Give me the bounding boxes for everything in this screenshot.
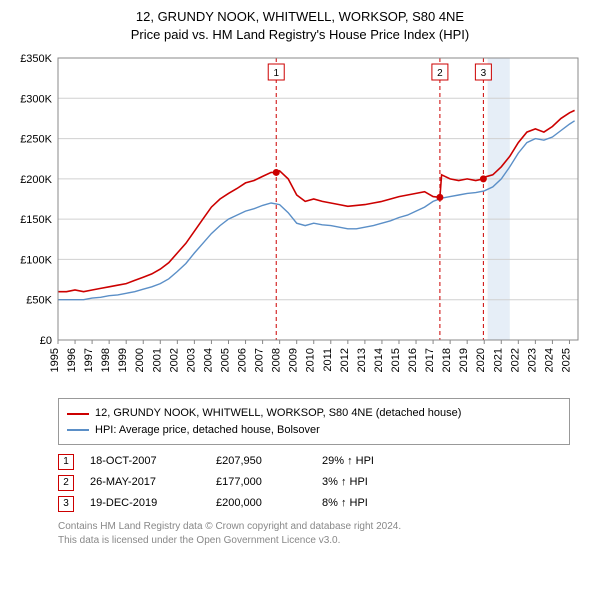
sale-date: 19-DEC-2019 (90, 493, 200, 514)
svg-text:3: 3 (481, 68, 487, 79)
svg-text:2006: 2006 (237, 348, 249, 372)
sale-date: 26-MAY-2017 (90, 472, 200, 493)
sale-number-badge: 1 (58, 454, 74, 470)
svg-text:£150K: £150K (20, 215, 52, 227)
svg-text:2003: 2003 (185, 348, 197, 372)
svg-text:2001: 2001 (151, 348, 163, 372)
svg-text:£300K: £300K (20, 94, 52, 106)
svg-text:2015: 2015 (390, 348, 402, 372)
title-line-1: 12, GRUNDY NOOK, WHITWELL, WORKSOP, S80 … (10, 8, 590, 26)
sale-row: 3 19-DEC-2019 £200,000 8% ↑ HPI (58, 493, 570, 514)
svg-text:2017: 2017 (424, 348, 436, 372)
svg-text:£250K: £250K (20, 134, 52, 146)
svg-text:2024: 2024 (543, 348, 555, 372)
svg-text:£50K: £50K (26, 295, 52, 307)
legend-label: HPI: Average price, detached house, Bols… (95, 422, 320, 439)
svg-text:2016: 2016 (407, 348, 419, 372)
svg-text:2008: 2008 (271, 348, 283, 372)
sale-price: £207,950 (216, 451, 306, 472)
svg-text:£0: £0 (40, 335, 52, 347)
svg-text:2: 2 (437, 68, 443, 79)
sale-price: £177,000 (216, 472, 306, 493)
svg-text:2000: 2000 (134, 348, 146, 372)
svg-text:2019: 2019 (458, 348, 470, 372)
chart-svg: £0 £50K £100K £150K £200K £250K £300K £350K 1995… (10, 50, 590, 390)
footer: Contains HM Land Registry data © Crown c… (58, 520, 570, 548)
svg-text:2023: 2023 (526, 348, 538, 372)
svg-text:2018: 2018 (441, 348, 453, 372)
svg-text:£350K: £350K (20, 53, 52, 65)
sale-date: 18-OCT-2007 (90, 451, 200, 472)
svg-text:2025: 2025 (560, 348, 572, 372)
svg-text:2012: 2012 (339, 348, 351, 372)
footer-line-2: This data is licensed under the Open Gov… (58, 534, 570, 548)
chart-container: 12, GRUNDY NOOK, WHITWELL, WORKSOP, S80 … (0, 0, 600, 558)
plot-area: £0 £50K £100K £150K £200K £250K £300K £350K 1995… (10, 50, 590, 390)
svg-text:2021: 2021 (492, 348, 504, 372)
sale-diff: 8% ↑ HPI (322, 493, 432, 514)
svg-text:2009: 2009 (288, 348, 300, 372)
legend-swatch (67, 429, 89, 431)
svg-text:2007: 2007 (254, 348, 266, 372)
svg-text:1997: 1997 (83, 348, 95, 372)
svg-text:1999: 1999 (117, 348, 129, 372)
svg-text:2004: 2004 (202, 348, 214, 372)
legend: 12, GRUNDY NOOK, WHITWELL, WORKSOP, S80 … (58, 398, 570, 445)
footer-line-1: Contains HM Land Registry data © Crown c… (58, 520, 570, 534)
svg-text:2013: 2013 (356, 348, 368, 372)
svg-text:2020: 2020 (475, 348, 487, 372)
legend-swatch (67, 413, 89, 415)
sale-number-badge: 3 (58, 496, 74, 512)
svg-text:2002: 2002 (168, 348, 180, 372)
sale-price: £200,000 (216, 493, 306, 514)
svg-text:2014: 2014 (373, 348, 385, 372)
svg-text:1998: 1998 (100, 348, 112, 372)
sale-diff: 3% ↑ HPI (322, 472, 432, 493)
svg-text:2005: 2005 (219, 348, 231, 372)
title-line-2: Price paid vs. HM Land Registry's House … (10, 26, 590, 44)
sale-diff: 29% ↑ HPI (322, 451, 432, 472)
sales-table: 1 18-OCT-2007 £207,950 29% ↑ HPI 2 26-MAY-201… (58, 451, 570, 514)
sale-number-badge: 2 (58, 475, 74, 491)
legend-item: 12, GRUNDY NOOK, WHITWELL, WORKSOP, S80 … (67, 405, 561, 422)
svg-text:£100K: £100K (20, 255, 52, 267)
legend-item: HPI: Average price, detached house, Bols… (67, 422, 561, 439)
legend-label: 12, GRUNDY NOOK, WHITWELL, WORKSOP, S80 … (95, 405, 461, 422)
svg-text:£200K: £200K (20, 174, 52, 186)
svg-text:2022: 2022 (509, 348, 521, 372)
svg-text:1: 1 (273, 68, 279, 79)
sale-row: 2 26-MAY-2017 £177,000 3% ↑ HPI (58, 472, 570, 493)
svg-text:2011: 2011 (322, 348, 334, 372)
sale-row: 1 18-OCT-2007 £207,950 29% ↑ HPI (58, 451, 570, 472)
svg-text:1996: 1996 (66, 348, 78, 372)
svg-text:2010: 2010 (305, 348, 317, 372)
svg-text:1995: 1995 (49, 348, 61, 372)
